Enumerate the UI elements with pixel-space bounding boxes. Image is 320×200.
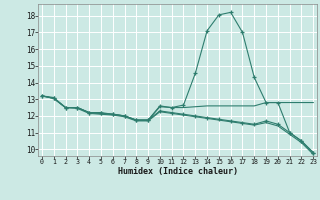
X-axis label: Humidex (Indice chaleur): Humidex (Indice chaleur) <box>118 167 238 176</box>
